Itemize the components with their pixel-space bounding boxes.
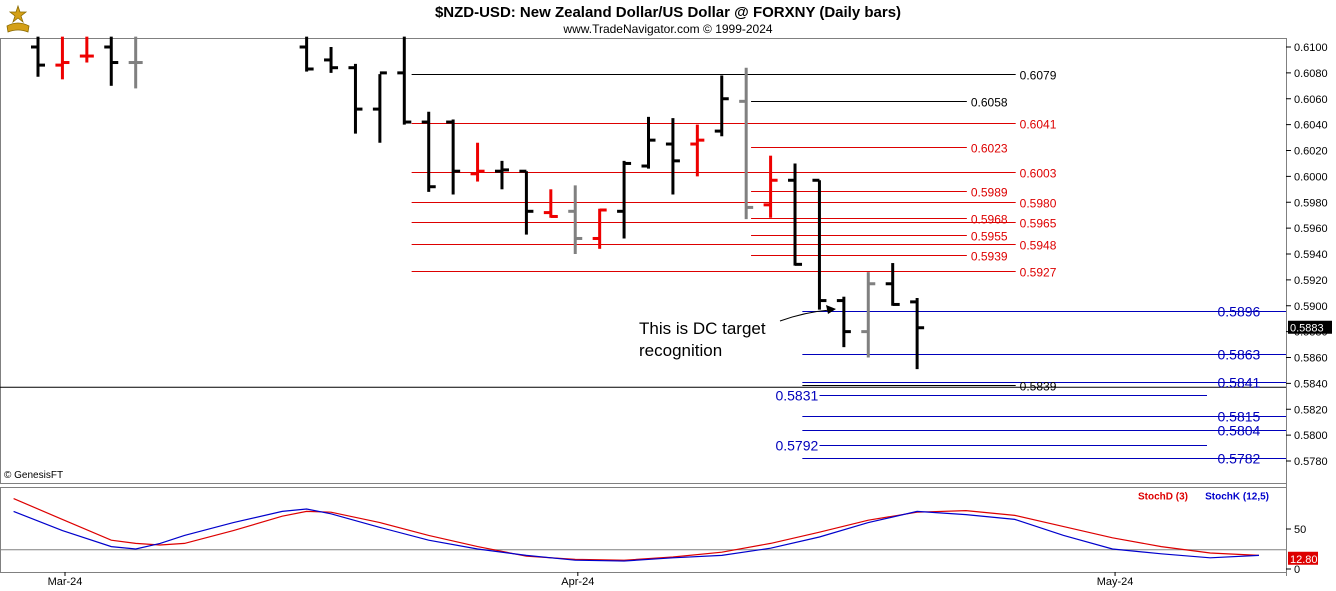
ohlc-bar <box>836 296 851 348</box>
x-tick-label: Mar-24 <box>48 576 83 588</box>
ohlc-bar <box>592 208 607 249</box>
y-tick-label: 0.5900 <box>1294 301 1328 313</box>
annotation-arrowhead <box>826 305 836 314</box>
ohlc-bar <box>128 36 143 89</box>
y-tick-label: 0.6040 <box>1294 120 1328 132</box>
target-level-label: 0.6003 <box>1020 167 1057 181</box>
legend-stochd: StochD (3) <box>1138 491 1188 502</box>
stochastic-panel <box>0 487 1287 573</box>
y-tick-label: 0.6080 <box>1294 68 1328 80</box>
target-level-label: 0.6023 <box>971 142 1008 156</box>
ohlc-bar <box>568 185 583 254</box>
target-level-label: 0.5782 <box>1217 451 1260 467</box>
ohlc-bar <box>421 111 436 192</box>
stochd-line <box>13 498 1260 561</box>
ohlc-bar <box>739 67 754 220</box>
annotation-line-2: recognition <box>639 341 722 360</box>
y-tick-label: 0.6060 <box>1294 94 1328 106</box>
y-tick-label: 0.5980 <box>1294 197 1328 209</box>
copyright-text: © GenesisFT <box>4 470 63 481</box>
ohlc-bar <box>788 163 803 266</box>
ohlc-bar <box>348 63 363 134</box>
y-tick-label: 0.5940 <box>1294 249 1328 261</box>
target-level-label: 0.5839 <box>1020 380 1057 394</box>
y-tick-label: 0.5820 <box>1294 404 1328 416</box>
chart-subtitle: www.TradeNavigator.com © 1999-2024 <box>562 22 772 36</box>
y-tick-label: 0.6000 <box>1294 171 1328 183</box>
target-level-label: 0.5939 <box>971 250 1008 264</box>
trade-navigator-logo-icon <box>6 4 30 33</box>
target-level-label: 0.5989 <box>971 186 1008 200</box>
target-level-label: 0.5815 <box>1217 409 1260 425</box>
y-tick-label: 0.5800 <box>1294 430 1328 442</box>
y-tick-label: 0.5960 <box>1294 223 1328 235</box>
ohlc-bar <box>763 155 778 218</box>
ohlc-bar <box>494 160 509 190</box>
target-level-label: 0.5792 <box>775 438 818 454</box>
last-price-badge <box>1288 320 1332 334</box>
last-price-label: 0.5883 <box>1290 323 1324 335</box>
ohlc-bar <box>617 160 632 239</box>
target-level-label: 0.5927 <box>1020 266 1057 280</box>
x-tick-label: May-24 <box>1097 576 1134 588</box>
annotation-arrow <box>779 309 831 322</box>
stoch-tick-label: 0 <box>1294 564 1300 576</box>
ohlc-bar <box>470 142 485 182</box>
ohlc-bar <box>79 36 94 63</box>
target-level-label: 0.5965 <box>1020 217 1057 231</box>
ohlc-bar <box>519 169 534 235</box>
ohlc-bar <box>543 189 558 218</box>
y-tick-label: 0.6020 <box>1294 146 1328 158</box>
ohlc-bar <box>372 71 387 143</box>
target-level-label: 0.5968 <box>971 213 1008 227</box>
x-tick-label: Apr-24 <box>561 576 594 588</box>
target-level-label: 0.6058 <box>971 96 1008 110</box>
ohlc-bar <box>299 36 314 72</box>
ohlc-bar <box>324 47 339 73</box>
y-tick-label: 0.5860 <box>1294 353 1328 365</box>
annotation-line-1: This is DC target <box>639 319 766 338</box>
ohlc-bar <box>55 36 70 80</box>
y-tick-label: 0.6100 <box>1294 42 1328 54</box>
ohlc-bar <box>714 75 729 137</box>
y-tick-label: 0.5840 <box>1294 378 1328 390</box>
target-level-label: 0.5896 <box>1217 304 1260 320</box>
ohlc-bar <box>641 116 656 169</box>
ohlc-bar <box>104 36 119 86</box>
target-level-label: 0.5804 <box>1217 423 1260 439</box>
y-tick-label: 0.5920 <box>1294 275 1328 287</box>
target-level-label: 0.5955 <box>971 230 1008 244</box>
ohlc-bar <box>665 118 680 195</box>
target-level-label: 0.5948 <box>1020 239 1057 253</box>
target-level-label: 0.6041 <box>1020 118 1057 132</box>
ohlc-bar <box>861 272 876 358</box>
ohlc-bar <box>812 178 827 310</box>
ohlc-bar <box>885 263 900 306</box>
ohlc-bar <box>446 119 461 195</box>
ohlc-bar <box>910 297 925 370</box>
stoch-tick-label: 50 <box>1294 524 1306 536</box>
target-level-label: 0.5980 <box>1020 197 1057 211</box>
target-level-label: 0.5863 <box>1217 347 1260 363</box>
y-tick-label: 0.5780 <box>1294 456 1328 468</box>
stochk-line <box>13 508 1260 562</box>
ohlc-bar <box>690 124 705 177</box>
stoch-value-badge <box>1288 551 1318 565</box>
legend-stochk: StochK (12,5) <box>1205 491 1269 502</box>
ohlc-bar <box>31 36 45 77</box>
ohlc-bar <box>397 36 412 125</box>
target-level-label: 0.5831 <box>775 388 818 404</box>
target-level-label: 0.6079 <box>1020 69 1057 83</box>
stoch-value-label: 12.80 <box>1290 554 1318 566</box>
target-level-label: 0.5841 <box>1217 375 1260 391</box>
chart-title: $NZD-USD: New Zealand Dollar/US Dollar @… <box>435 4 901 21</box>
